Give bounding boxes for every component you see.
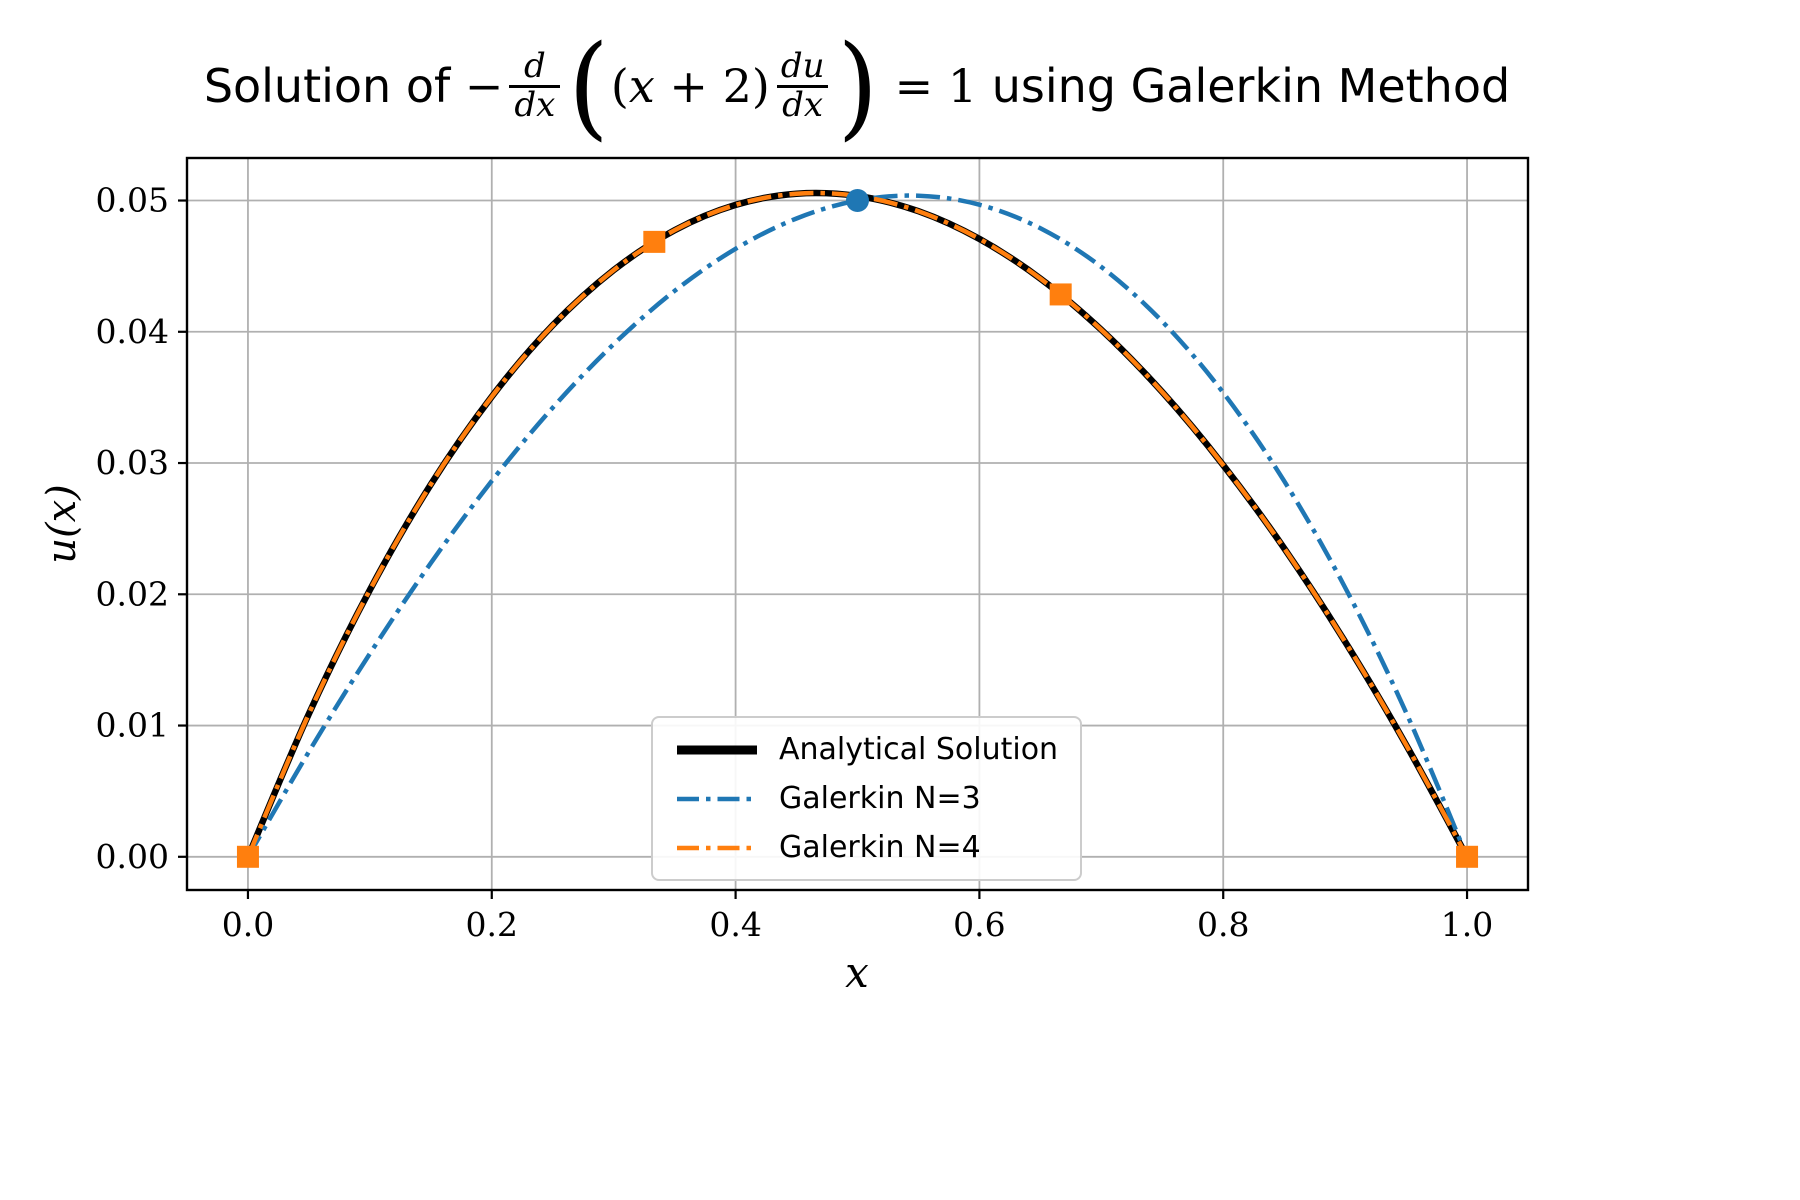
legend-line-galerkin3-icon <box>677 796 757 801</box>
curve-galerkin-n-3 <box>246 193 1470 858</box>
title-expr-open: ( <box>610 59 629 113</box>
title-expr-close: ) <box>751 59 770 113</box>
legend-label-galerkin3: Galerkin N=3 <box>779 781 981 816</box>
x-axis-label: x <box>845 948 869 997</box>
marker-circle <box>846 189 869 213</box>
marker-square <box>236 845 259 868</box>
title-suffix: using Galerkin Method <box>977 59 1511 113</box>
curve-galerkin-n-4 <box>245 190 1469 858</box>
legend-label-galerkin4: Galerkin N=4 <box>779 830 981 865</box>
y-tick-label: 0.01 <box>96 706 169 745</box>
title-prefix: Solution of <box>203 59 465 113</box>
marker-square <box>643 230 666 253</box>
y-axis-label: u(x) <box>39 484 85 564</box>
marker-square <box>1456 845 1479 868</box>
x-tick-label: 0.2 <box>466 905 518 944</box>
title-minus: − <box>464 59 504 113</box>
title-fraction-dudx: du dx <box>776 48 830 123</box>
title-expr-num: 2 <box>722 59 752 113</box>
legend-entry-galerkin4: Galerkin N=4 <box>675 830 1058 865</box>
x-tick-label: 0.4 <box>709 905 761 944</box>
y-tick-label: 0.00 <box>96 837 169 876</box>
x-tick-label: 0.0 <box>222 905 274 944</box>
legend: Analytical Solution Galerkin N=3 Galerki… <box>651 716 1083 881</box>
y-tick-label: 0.05 <box>96 181 169 220</box>
title-equals: = 1 <box>880 59 978 113</box>
x-tick-label: 1.0 <box>1441 905 1493 944</box>
chart-title: Solution of − d dx ( ( x + 2 ) du dx ) =… <box>203 20 1511 152</box>
legend-entry-analytical: Analytical Solution <box>675 732 1058 767</box>
axes-frame <box>185 156 1530 892</box>
y-tick-label: 0.02 <box>96 574 169 613</box>
y-tick-label: 0.04 <box>96 312 169 351</box>
y-tick-label: 0.03 <box>96 443 169 482</box>
legend-label-analytical: Analytical Solution <box>779 732 1059 767</box>
title-expr-var: x <box>628 59 655 113</box>
legend-line-galerkin4-icon <box>677 845 757 850</box>
x-tick-label: 0.6 <box>953 905 1005 944</box>
title-fraction-ddx: d dx <box>509 48 561 123</box>
x-tick-label: 0.8 <box>1197 905 1249 944</box>
legend-entry-galerkin3: Galerkin N=3 <box>675 781 1058 816</box>
title-expr-op: + <box>654 59 723 113</box>
marker-square <box>1049 283 1072 306</box>
legend-line-analytical-icon <box>677 745 757 754</box>
